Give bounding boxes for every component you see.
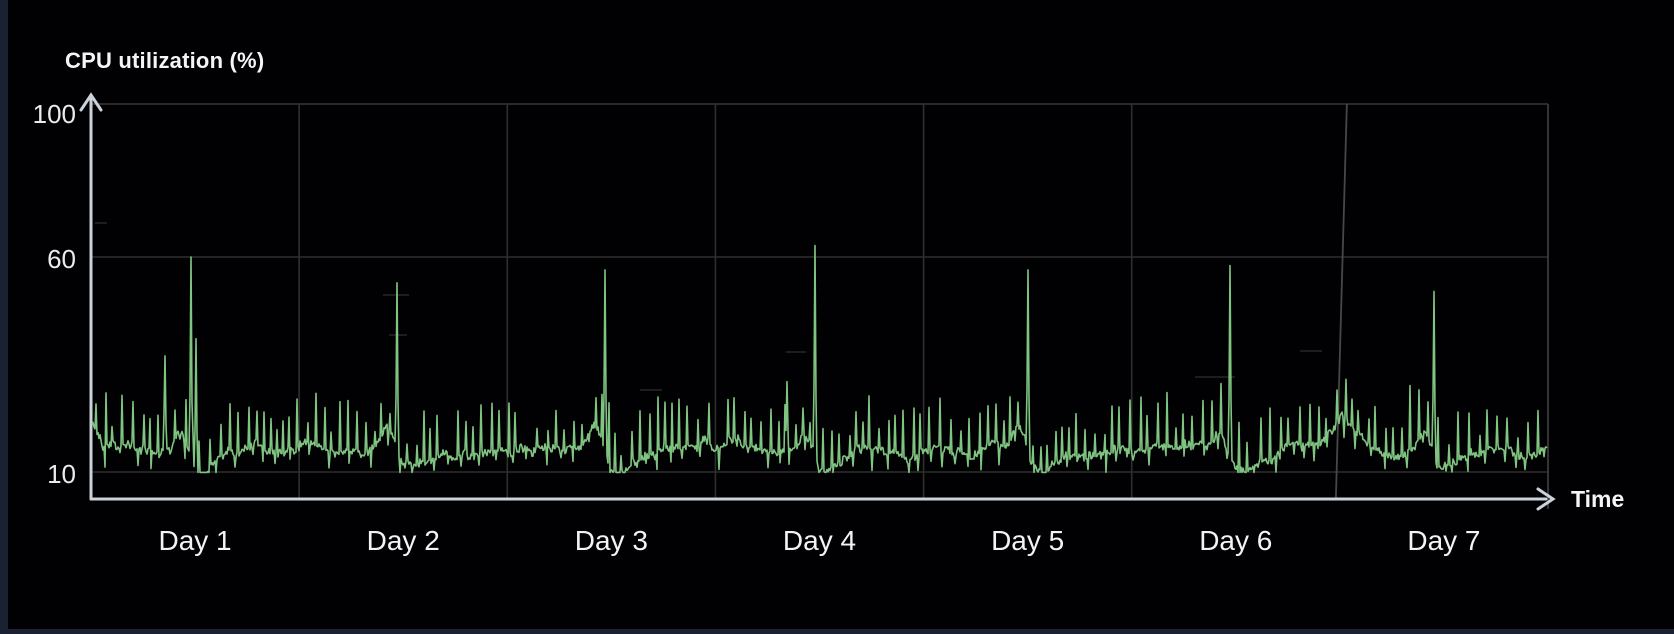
chart-title: CPU utilization (%): [65, 48, 265, 73]
v-gridline-slanted: [1334, 103, 1348, 500]
x-tick-label: Day 2: [366, 525, 440, 556]
x-tick-label: Day 5: [991, 525, 1065, 556]
y-tick-label: 60: [47, 244, 76, 274]
window-edge-left: [0, 0, 8, 634]
x-tick-label: Day 1: [158, 525, 232, 556]
x-tick-label: Day 6: [1199, 525, 1273, 556]
x-tick-label: Day 3: [574, 525, 648, 556]
x-tick-label: Day 4: [782, 525, 857, 556]
x-tick-label: Day 7: [1407, 525, 1481, 556]
x-axis-title: Time: [1571, 486, 1625, 512]
y-tick-label: 10: [47, 459, 76, 489]
cpu-utilization-line: [91, 244, 1548, 474]
y-tick-label: 100: [32, 99, 76, 129]
x-axis-arrowhead-icon: [1536, 487, 1556, 511]
y-axis-arrowhead-icon: [79, 92, 103, 112]
window-edge-bottom: [0, 629, 1674, 634]
